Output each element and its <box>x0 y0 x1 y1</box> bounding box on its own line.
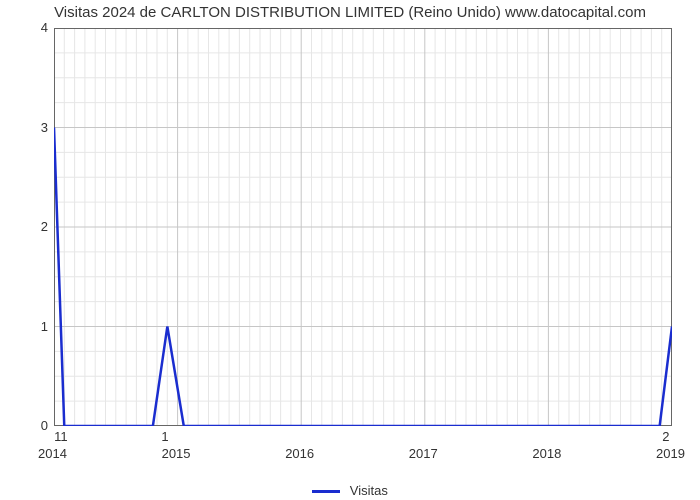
chart-container: { "chart": { "type": "line", "title": "V… <box>0 0 700 500</box>
footer-label: 11 <box>54 429 68 444</box>
x-tick-label: 2017 <box>409 446 438 461</box>
y-tick-label: 3 <box>41 120 48 135</box>
footer-label: 1 <box>161 429 168 444</box>
x-tick-label: 2015 <box>162 446 191 461</box>
footer-label: 2 <box>662 429 669 444</box>
x-tick-label: 2016 <box>285 446 314 461</box>
chart-plot <box>54 28 672 426</box>
y-tick-label: 2 <box>41 219 48 234</box>
legend-label: Visitas <box>350 483 388 498</box>
x-tick-label: 2014 <box>38 446 67 461</box>
legend-swatch <box>312 490 340 493</box>
x-tick-label: 2019 <box>656 446 685 461</box>
y-tick-label: 0 <box>41 418 48 433</box>
chart-legend: Visitas <box>0 483 700 498</box>
chart-title: Visitas 2024 de CARLTON DISTRIBUTION LIM… <box>0 4 700 21</box>
y-tick-label: 1 <box>41 319 48 334</box>
x-tick-label: 2018 <box>532 446 561 461</box>
y-tick-label: 4 <box>41 20 48 35</box>
